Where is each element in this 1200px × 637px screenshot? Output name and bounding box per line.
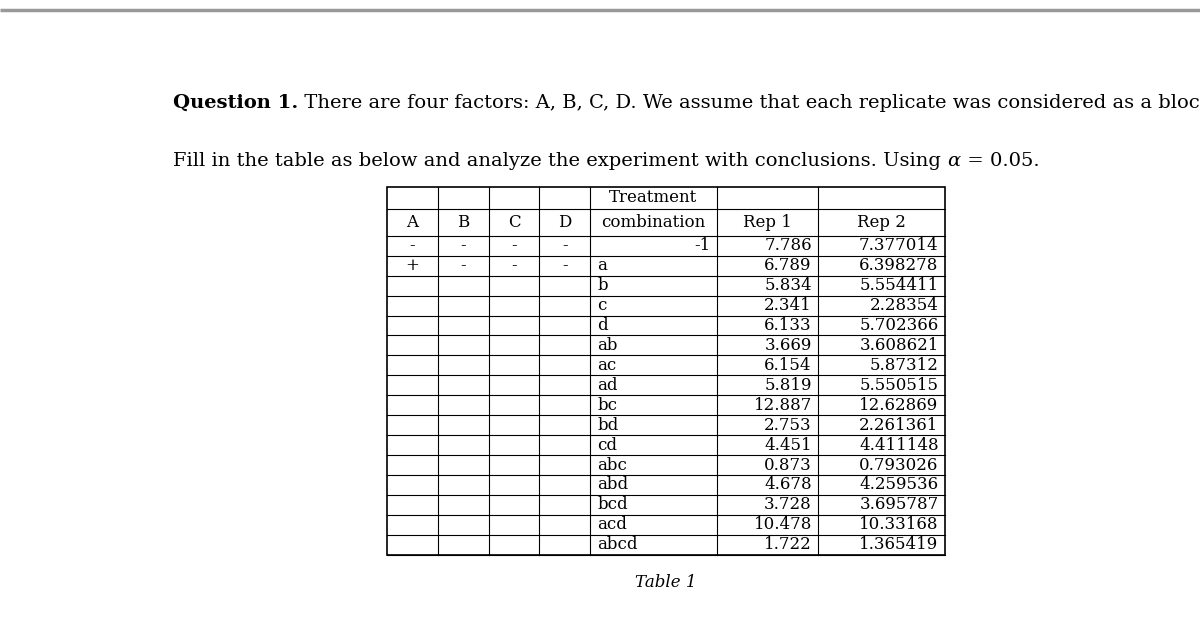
Text: cd: cd [598,436,618,454]
Text: 6.154: 6.154 [764,357,812,374]
Text: 2.341: 2.341 [764,297,812,314]
Text: 2.261361: 2.261361 [859,417,938,434]
Text: Fill in the table as below and analyze the experiment with conclusions. Using: Fill in the table as below and analyze t… [173,152,947,171]
Text: -: - [511,238,517,254]
Text: 5.554411: 5.554411 [859,277,938,294]
Text: ad: ad [598,377,618,394]
Text: 2.28354: 2.28354 [870,297,938,314]
Text: -: - [511,257,517,275]
Text: 3.728: 3.728 [764,496,812,513]
Text: -: - [461,257,466,275]
Text: α: α [947,152,960,171]
Text: -: - [409,238,415,254]
Text: acd: acd [598,516,628,533]
Text: 12.62869: 12.62869 [859,397,938,413]
Text: +: + [406,257,420,275]
Text: Rep 1: Rep 1 [743,214,792,231]
Text: 10.33168: 10.33168 [859,516,938,533]
Text: A: A [407,214,419,231]
Text: d: d [598,317,608,334]
Text: 10.478: 10.478 [754,516,812,533]
Text: bcd: bcd [598,496,628,513]
Text: 4.678: 4.678 [764,476,812,494]
Text: B: B [457,214,469,231]
Text: C: C [508,214,521,231]
Text: a: a [598,257,607,275]
Text: 7.377014: 7.377014 [859,238,938,254]
Text: 6.789: 6.789 [764,257,812,275]
Text: D: D [558,214,571,231]
Text: = 0.05.: = 0.05. [960,152,1039,171]
Text: 4.259536: 4.259536 [859,476,938,494]
Text: 7.786: 7.786 [764,238,812,254]
Text: 1.722: 1.722 [764,536,812,553]
Text: 5.819: 5.819 [764,377,812,394]
Text: 0.873: 0.873 [764,457,812,473]
Text: 3.608621: 3.608621 [859,337,938,354]
Text: -: - [562,257,568,275]
Text: c: c [598,297,607,314]
Text: 1.365419: 1.365419 [859,536,938,553]
Text: Question 1.: Question 1. [173,94,299,111]
Text: -1: -1 [694,238,710,254]
Text: bc: bc [598,397,618,413]
Text: 4.411148: 4.411148 [859,436,938,454]
Text: 3.695787: 3.695787 [859,496,938,513]
Text: Table 1: Table 1 [636,575,697,591]
Text: 3.669: 3.669 [764,337,812,354]
Text: -: - [562,238,568,254]
Text: abcd: abcd [598,536,638,553]
Text: -: - [461,238,466,254]
Text: 4.451: 4.451 [764,436,812,454]
Text: 0.793026: 0.793026 [859,457,938,473]
Text: Treatment: Treatment [610,189,697,206]
Text: bd: bd [598,417,619,434]
Text: 5.702366: 5.702366 [859,317,938,334]
Text: 6.398278: 6.398278 [859,257,938,275]
Text: abc: abc [598,457,628,473]
Text: There are four factors: A, B, C, D. We assume that each replicate was considered: There are four factors: A, B, C, D. We a… [299,94,1200,111]
Text: 5.834: 5.834 [764,277,812,294]
Text: Rep 2: Rep 2 [857,214,906,231]
Text: 12.887: 12.887 [754,397,812,413]
Text: 6.133: 6.133 [764,317,812,334]
Text: 5.87312: 5.87312 [870,357,938,374]
Text: ab: ab [598,337,618,354]
Text: abd: abd [598,476,629,494]
Text: combination: combination [601,214,706,231]
Text: b: b [598,277,608,294]
Text: ac: ac [598,357,617,374]
Text: 5.550515: 5.550515 [859,377,938,394]
Text: 2.753: 2.753 [764,417,812,434]
